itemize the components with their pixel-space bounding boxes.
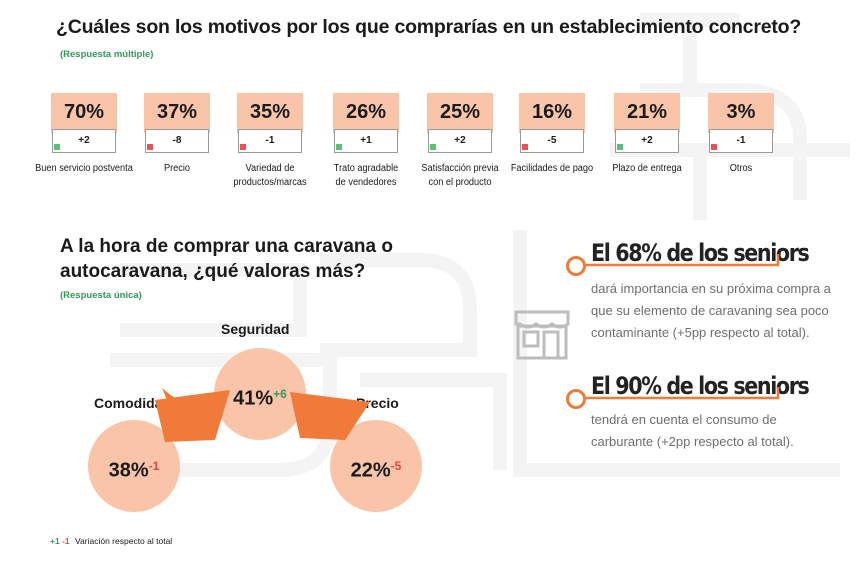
bubble-value: 41% xyxy=(233,387,274,410)
negative-indicator xyxy=(147,144,153,150)
metric-variation: -5 xyxy=(547,135,557,146)
metric-variation: +2 xyxy=(641,135,653,146)
question-2-title: A la hora de comprar una caravana o auto… xyxy=(60,236,393,282)
metric-percentage: 25% xyxy=(427,93,493,133)
metric-percentage: 16% xyxy=(519,93,585,133)
metric-label: Facilidades de pago xyxy=(510,163,594,174)
metric-variation: -1 xyxy=(265,135,275,146)
metric-label: Otros xyxy=(729,163,753,174)
metric-label: Trato agradable de vendedores xyxy=(333,163,399,188)
metric-variation-box: +1 xyxy=(334,129,398,153)
question-2-note: (Respuesta única) xyxy=(60,290,142,301)
metric-percentage: 70% xyxy=(51,93,117,133)
metric-percentage: 26% xyxy=(333,93,399,133)
metric-percentage: 21% xyxy=(614,93,680,133)
metric-variation: +1 xyxy=(360,135,372,146)
metric-variation-box: -5 xyxy=(520,129,584,153)
metric-variation: -1 xyxy=(736,135,746,146)
stat-connectors xyxy=(584,254,780,400)
stat-2-body: tendrá en cuenta el consumo de carburant… xyxy=(591,412,794,449)
bubble-value: 38% xyxy=(108,459,149,482)
bubble-variation: +6 xyxy=(273,387,287,401)
negative-indicator xyxy=(522,144,528,150)
positive-indicator xyxy=(430,144,436,150)
metric-label: Plazo de entrega xyxy=(612,163,682,174)
metric-label: Precio xyxy=(163,163,191,174)
question-1-note: (Respuesta múltiple) xyxy=(60,49,154,60)
metric-item: 35% -1 Variedad de productos/marcas xyxy=(215,93,325,190)
metric-item: 25% +2 Satisfacción previa con el producto xyxy=(405,93,515,190)
stat-1-headline: El 68% de los seniors xyxy=(591,239,810,267)
metric-percentage: 35% xyxy=(237,93,303,133)
metric-variation-box: -8 xyxy=(145,129,209,153)
positive-indicator xyxy=(54,144,60,150)
metric-variation-box: +2 xyxy=(52,129,116,153)
metric-variation-box: +2 xyxy=(615,129,679,153)
positive-indicator xyxy=(336,144,342,150)
bubble-comodidad: 38%-1 xyxy=(88,420,180,512)
metric-percentage: 3% xyxy=(708,93,774,133)
metric-label: Buen servicio postventa xyxy=(35,163,133,174)
bubble-label-seguridad: Seguridad xyxy=(221,321,290,337)
stat-1-dot xyxy=(566,256,586,276)
legend-positive: +1 xyxy=(50,536,60,546)
metric-variation-box: -1 xyxy=(709,129,773,153)
metric-item: 3% -1 Otros xyxy=(686,93,796,176)
negative-indicator xyxy=(240,144,246,150)
metric-percentage: 37% xyxy=(144,93,210,133)
stat-2-dot xyxy=(566,389,586,409)
connector-left-fill xyxy=(155,390,230,442)
metric-item: 21% +2 Plazo de entrega xyxy=(592,93,702,176)
bubble-precio: 22%-5 xyxy=(330,420,422,512)
bubble-variation: -5 xyxy=(390,459,402,473)
metric-label: Satisfacción previa con el producto xyxy=(421,163,499,188)
negative-indicator xyxy=(711,144,717,150)
connector-right xyxy=(290,392,370,440)
bubble-variation: -1 xyxy=(148,459,160,473)
stat-1-body: dará importancia en su próxima compra a … xyxy=(591,281,831,340)
bubble-connectors xyxy=(155,388,370,442)
metric-item: 26% +1 Trato agradable de vendedores xyxy=(311,93,421,190)
legend-text: Variación respecto al total xyxy=(75,536,173,546)
question-1-title: ¿Cuáles son los motivos por los que comp… xyxy=(56,16,802,38)
metric-variation-box: -1 xyxy=(238,129,302,153)
bubble-label-comodidad: Comodidad xyxy=(94,395,171,411)
legend-negative: -1 xyxy=(62,536,70,546)
metric-item: 70% +2 Buen servicio postventa xyxy=(29,93,139,176)
stat-2-headline: El 90% de los seniors xyxy=(591,372,810,400)
metric-variation: +2 xyxy=(454,135,466,146)
metric-variation: -8 xyxy=(172,135,182,146)
metric-item: 16% -5 Facilidades de pago xyxy=(497,93,607,176)
legend: +1 -1 Variación respecto al total xyxy=(50,536,172,546)
metric-item: 37% -8 Precio xyxy=(122,93,232,176)
metric-variation: +2 xyxy=(78,135,90,146)
positive-indicator xyxy=(617,144,623,150)
metric-label: Variedad de productos/marcas xyxy=(233,163,307,188)
bubble-value: 22% xyxy=(350,459,391,482)
store-icon xyxy=(514,310,570,360)
metric-variation-box: +2 xyxy=(428,129,492,153)
